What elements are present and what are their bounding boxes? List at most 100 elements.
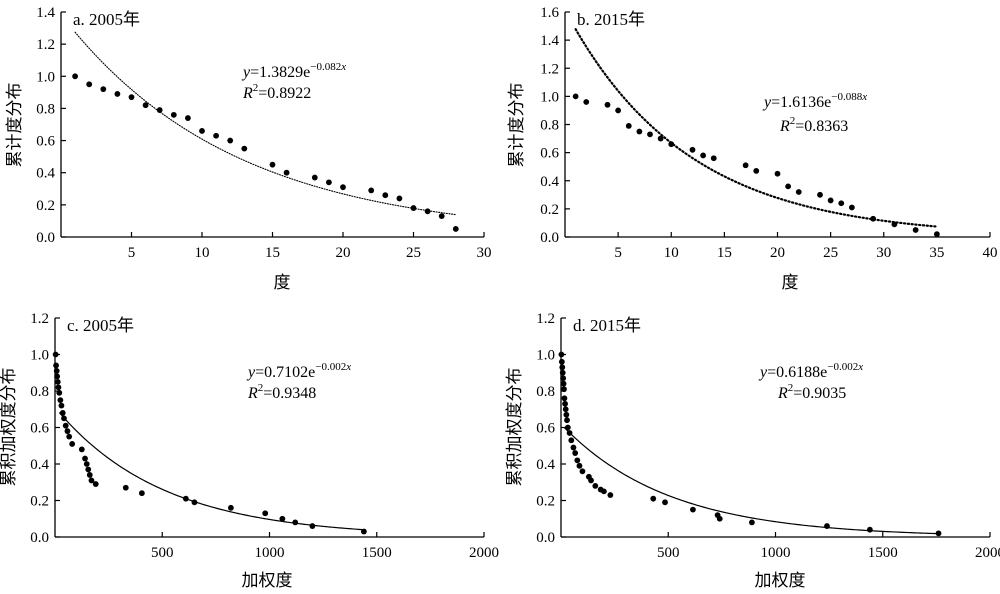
data-point	[866, 526, 873, 533]
data-point	[199, 128, 205, 134]
eq-exp: −0.082	[310, 61, 341, 73]
x-tick-label: 1000	[761, 545, 791, 561]
x-axis-label: 加权度	[242, 571, 293, 591]
panel-d: 0.0 0.2 0.4 0.6 0.8 1.0 1.2 500 1000 1500 2000 d. 2…	[505, 311, 1000, 591]
eq-coef: =1.3829e	[250, 64, 310, 81]
data-point	[700, 152, 707, 159]
y-tick-label: 0.6	[36, 134, 55, 150]
data-point	[424, 208, 431, 215]
x-tick-label: 5	[128, 245, 136, 261]
x-tick-label: 30	[477, 245, 492, 261]
data-point	[564, 424, 571, 431]
y-tick-label: 0.0	[30, 530, 49, 546]
data-point	[560, 375, 567, 382]
eq-exp: −0.002	[315, 361, 346, 373]
y-tick-label: 1.2	[540, 61, 559, 77]
data-point	[410, 205, 417, 211]
data-point	[100, 86, 107, 93]
data-point	[579, 468, 586, 475]
eq-coef: =0.7102e	[255, 364, 315, 381]
data-point	[827, 197, 834, 204]
data-point	[58, 402, 65, 409]
x-tick-label: 10	[664, 245, 679, 261]
r2-sup: 2	[258, 382, 264, 394]
data-point	[54, 378, 61, 385]
data-point	[438, 213, 445, 220]
panel-title: c. 2005年	[67, 316, 134, 335]
eq-y: y	[762, 94, 772, 111]
y-tick-label: 0.8	[540, 118, 559, 134]
data-point	[710, 155, 717, 162]
data-point	[227, 137, 234, 144]
y-tick-label: 0.8	[36, 101, 55, 117]
y-tick-label: 0.6	[30, 421, 49, 437]
fit-equation: y=0.6188e−0.002x	[758, 361, 863, 381]
data-point	[574, 457, 581, 464]
y-tick-label: 0.8	[536, 384, 555, 400]
r2-sup: 2	[790, 115, 796, 127]
fit-curve	[563, 426, 939, 535]
y-tick-label: 1.2	[30, 311, 49, 327]
x-tick-label: 35	[929, 245, 944, 261]
data-point	[647, 131, 653, 138]
r2-val: =0.8363	[795, 118, 848, 135]
data-point	[817, 191, 823, 198]
data-point	[601, 488, 607, 495]
x-tick-label: 15	[717, 245, 732, 261]
data-point	[592, 483, 599, 489]
data-point	[279, 515, 286, 522]
data-point	[625, 123, 632, 129]
y-tick-label: 0.2	[30, 494, 49, 510]
y-tick-label: 0.0	[540, 230, 559, 246]
y-tick-label: 1.2	[536, 311, 555, 327]
data-point	[870, 215, 877, 222]
data-point	[848, 204, 855, 211]
data-point	[66, 433, 73, 440]
data-point	[292, 519, 299, 526]
data-point	[86, 81, 93, 88]
data-point	[360, 528, 367, 535]
data-point	[368, 187, 375, 194]
r2-sup: 2	[253, 82, 259, 94]
data-point	[559, 369, 566, 376]
y-tick-label: 0.8	[30, 384, 49, 400]
data-point	[241, 145, 248, 152]
data-point	[62, 422, 69, 429]
fit-r2: R2=0.9348	[247, 382, 316, 402]
eq-coef: =1.6136e	[771, 94, 831, 111]
x-axis-label: 度	[274, 273, 291, 293]
eq-exp: −0.088	[831, 91, 862, 103]
data-point	[604, 101, 611, 108]
x-tick-label: 5	[614, 245, 622, 261]
data-point	[85, 466, 92, 473]
fit-curve	[74, 31, 457, 216]
data-point	[452, 226, 459, 232]
x-axis-label: 度	[782, 273, 799, 293]
data-point	[576, 462, 583, 469]
data-point	[636, 128, 643, 135]
data-point	[583, 99, 590, 105]
data-point	[588, 477, 594, 484]
data-point	[795, 189, 802, 195]
y-tick-label: 0.6	[536, 421, 555, 437]
data-point	[563, 411, 570, 418]
y-tick-label: 1.0	[30, 348, 49, 364]
data-point	[558, 358, 565, 365]
x-tick-label: 500	[657, 545, 680, 561]
r2-r: R	[779, 118, 790, 135]
data-point	[114, 91, 121, 97]
y-tick-label: 0.4	[536, 457, 555, 473]
data-point	[72, 73, 78, 80]
data-point	[572, 93, 579, 100]
data-point	[558, 351, 565, 358]
eq-x: x	[340, 61, 346, 73]
r2-r: R	[242, 85, 253, 102]
y-tick-label: 0.2	[540, 202, 559, 218]
data-point	[396, 195, 403, 202]
data-point	[716, 515, 723, 522]
data-point	[52, 351, 59, 358]
panel-title: a. 2005年	[73, 10, 140, 29]
panel-b: 0.0 0.2 0.4 0.6 0.8 1.0 1.2 1.4 1.6 5 10 15 20 25 30 35…	[507, 5, 998, 293]
data-point	[213, 132, 220, 139]
